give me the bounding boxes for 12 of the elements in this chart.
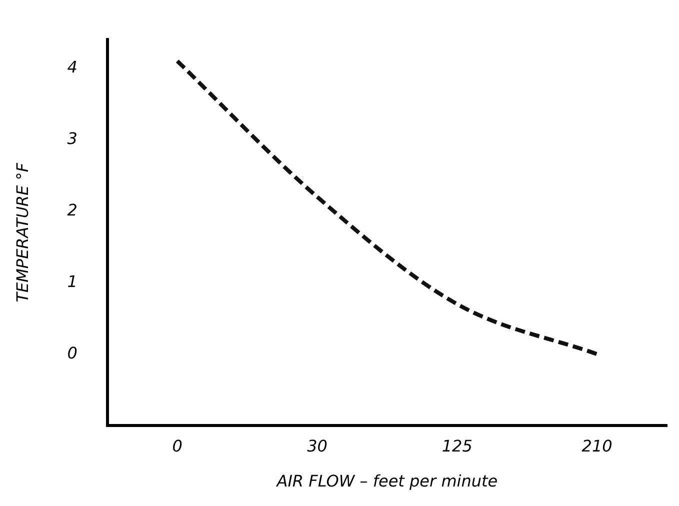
- y-tick-label: 4: [67, 57, 78, 76]
- x-tick-label: 0: [172, 436, 182, 456]
- y-axis-title: TEMPERATURE °F: [12, 162, 32, 302]
- line-series: [175, 59, 600, 356]
- x-tick-label: 30: [307, 436, 328, 456]
- x-tick-label: 125: [442, 436, 472, 456]
- y-tick-label: 2: [67, 200, 78, 220]
- y-tick-label: 1: [67, 272, 78, 291]
- x-axis-title: AIR FLOW – feet per minute: [276, 472, 498, 491]
- y-tick-label: 3: [67, 128, 78, 148]
- x-tick-label: 210: [582, 436, 612, 456]
- y-tick-label: 0: [67, 343, 78, 362]
